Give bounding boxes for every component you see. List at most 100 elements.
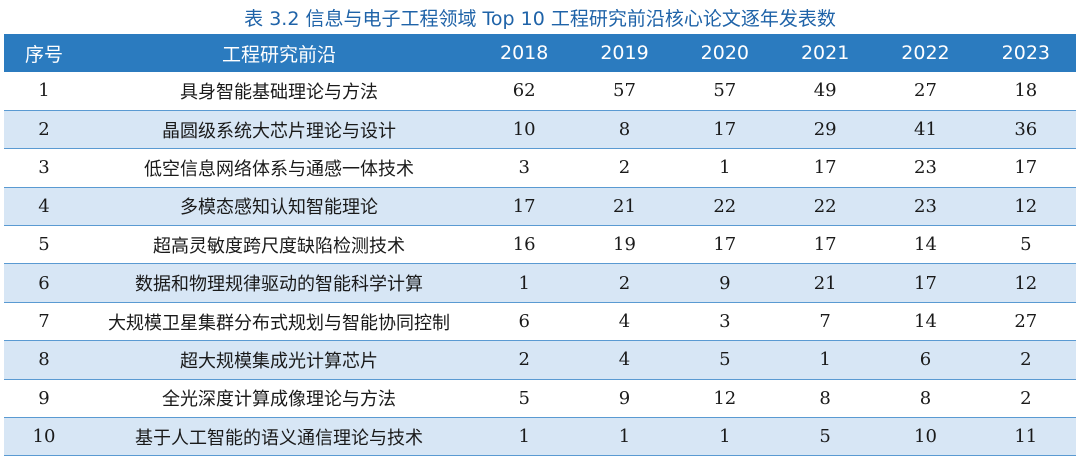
table-row: 6 数据和物理规律驱动的智能科学计算 1 2 9 21 17 12 (4, 263, 1076, 303)
row-number: 6 (4, 263, 84, 303)
row-value-2022: 17 (875, 263, 976, 303)
row-value-2020: 3 (674, 302, 775, 342)
header-no: 序号 (24, 43, 63, 66)
row-value-2020: 17 (674, 225, 775, 265)
row-value-2020: 9 (674, 263, 775, 303)
row-value-2018: 6 (474, 302, 575, 342)
row-value-2022: 8 (875, 379, 976, 419)
row-value-2022: 23 (875, 148, 976, 188)
row-value-2018: 1 (474, 417, 575, 457)
row-number: 5 (4, 225, 84, 265)
row-value-2023: 17 (975, 148, 1076, 188)
row-topic: 多模态感知认知智能理论 (84, 187, 474, 227)
row-value-2020: 22 (674, 187, 775, 227)
row-value-2021: 17 (774, 225, 876, 265)
row-value-2021: 8 (774, 379, 876, 419)
header-topic: 工程研究前沿 (221, 43, 336, 66)
row-value-2023: 5 (975, 225, 1076, 265)
table-body: 1 具身智能基础理论与方法 62 57 57 49 27 18 2 晶圆级系统大芯片理论与设计 10… (4, 72, 1076, 457)
row-topic: 超大规模集成光计算芯片 (84, 340, 474, 380)
row-value-2018: 10 (474, 110, 575, 150)
header-2023: 2023 (1001, 42, 1050, 64)
row-topic: 全光深度计算成像理论与方法 (84, 379, 474, 419)
row-value-2023: 11 (975, 417, 1076, 457)
row-value-2019: 2 (574, 148, 675, 188)
row-value-2019: 1 (574, 417, 675, 457)
row-value-2020: 1 (674, 148, 775, 188)
row-value-2020: 12 (674, 379, 775, 419)
table-row: 1 具身智能基础理论与方法 62 57 57 49 27 18 (4, 72, 1076, 111)
row-value-2021: 5 (774, 417, 876, 457)
row-value-2020: 17 (674, 110, 775, 150)
table-row: 2 晶圆级系统大芯片理论与设计 10 8 17 29 41 36 (4, 110, 1076, 150)
row-number: 3 (4, 148, 84, 188)
row-value-2019: 19 (574, 225, 675, 265)
row-value-2023: 12 (975, 263, 1076, 303)
row-number: 2 (4, 110, 84, 150)
row-value-2023: 18 (975, 72, 1076, 111)
table-caption: 表 3.2 信息与电子工程领域 Top 10 工程研究前沿核心论文逐年发表数 (244, 7, 836, 30)
row-value-2021: 49 (774, 72, 876, 111)
row-topic: 具身智能基础理论与方法 (84, 72, 474, 111)
row-value-2018: 62 (474, 72, 575, 111)
row-number: 9 (4, 379, 84, 419)
row-topic: 数据和物理规律驱动的智能科学计算 (84, 263, 474, 303)
row-topic: 大规模卫星集群分布式规划与智能协同控制 (84, 302, 474, 342)
row-number: 1 (4, 72, 84, 111)
row-value-2020: 1 (674, 417, 775, 457)
row-value-2018: 16 (474, 225, 575, 265)
table-row: 7 大规模卫星集群分布式规划与智能协同控制 6 4 3 7 14 27 (4, 302, 1076, 342)
header-2022: 2022 (901, 42, 950, 64)
row-value-2022: 23 (875, 187, 976, 227)
row-topic: 超高灵敏度跨尺度缺陷检测技术 (84, 225, 474, 265)
table-header-row: 序号 工程研究前沿 2018 2019 2020 2021 2022 2023 (4, 34, 1076, 72)
row-value-2023: 27 (975, 302, 1076, 342)
row-value-2018: 1 (474, 263, 575, 303)
row-value-2019: 8 (574, 110, 675, 150)
row-value-2022: 14 (875, 302, 976, 342)
row-value-2022: 14 (875, 225, 976, 265)
row-number: 4 (4, 187, 84, 227)
header-2018: 2018 (499, 42, 549, 64)
row-topic: 晶圆级系统大芯片理论与设计 (84, 110, 474, 150)
row-value-2021: 7 (774, 302, 876, 342)
row-value-2021: 17 (774, 148, 876, 188)
table-row: 8 超大规模集成光计算芯片 2 4 5 1 6 2 (4, 340, 1076, 380)
table-row: 4 多模态感知认知智能理论 17 21 22 22 23 12 (4, 187, 1076, 227)
row-value-2023: 12 (975, 187, 1076, 227)
papers-table: 序号 工程研究前沿 2018 2019 2020 2021 2022 2023 … (4, 34, 1076, 457)
header-2020: 2020 (700, 42, 749, 64)
row-value-2019: 21 (574, 187, 675, 227)
row-number: 10 (4, 417, 84, 457)
row-value-2021: 29 (774, 110, 876, 150)
row-value-2019: 4 (574, 340, 675, 380)
row-value-2018: 17 (474, 187, 575, 227)
row-value-2021: 21 (774, 263, 876, 303)
row-value-2019: 9 (574, 379, 675, 419)
header-2021: 2021 (800, 42, 850, 64)
row-value-2022: 27 (875, 72, 976, 111)
row-topic: 基于人工智能的语义通信理论与技术 (84, 417, 474, 457)
row-value-2022: 41 (875, 110, 976, 150)
table-row: 9 全光深度计算成像理论与方法 5 9 12 8 8 2 (4, 379, 1076, 419)
row-value-2019: 57 (574, 72, 675, 111)
row-value-2021: 22 (774, 187, 876, 227)
row-value-2022: 6 (875, 340, 976, 380)
row-number: 7 (4, 302, 84, 342)
header-2019: 2019 (600, 42, 649, 64)
row-number: 8 (4, 340, 84, 380)
row-value-2019: 2 (574, 263, 675, 303)
row-value-2020: 57 (674, 72, 775, 111)
row-value-2020: 5 (674, 340, 775, 380)
row-value-2018: 5 (474, 379, 575, 419)
row-value-2018: 3 (474, 148, 575, 188)
row-value-2022: 10 (875, 417, 976, 457)
table-row: 5 超高灵敏度跨尺度缺陷检测技术 16 19 17 17 14 5 (4, 225, 1076, 265)
row-value-2019: 4 (574, 302, 675, 342)
row-value-2021: 1 (774, 340, 876, 380)
row-value-2018: 2 (474, 340, 575, 380)
table-row: 3 低空信息网络体系与通感一体技术 3 2 1 17 23 17 (4, 148, 1076, 188)
row-topic: 低空信息网络体系与通感一体技术 (84, 148, 474, 188)
table-row: 10 基于人工智能的语义通信理论与技术 1 1 1 5 10 11 (4, 417, 1076, 457)
row-value-2023: 2 (975, 379, 1076, 419)
